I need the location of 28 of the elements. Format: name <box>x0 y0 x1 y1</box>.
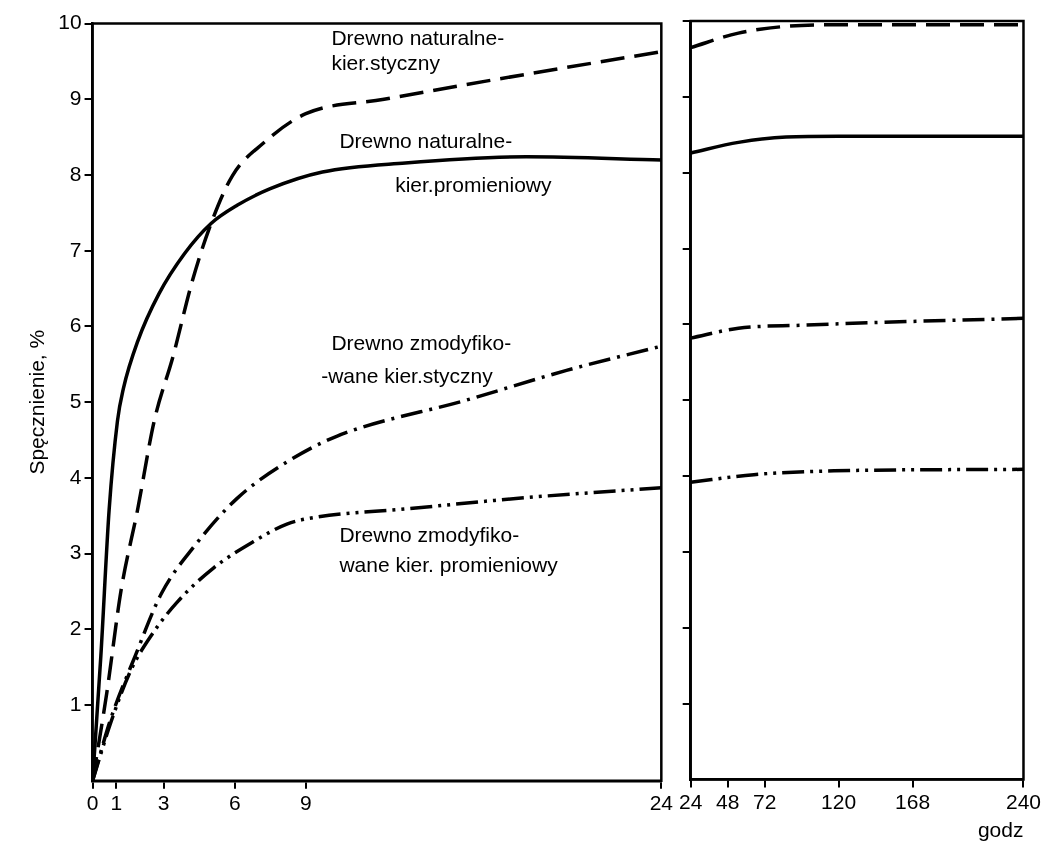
y-axis-title: Spęcznienie, % <box>25 329 49 475</box>
x-tick-label: 72 <box>752 790 777 813</box>
y-tick-label: 10 <box>58 10 82 34</box>
x-tick-label: 168 <box>895 790 931 813</box>
series-label: Drewno zmodyfiko- wane kier. promieniowy <box>338 523 559 576</box>
x-tick-label: 48 <box>715 790 740 813</box>
y-tick-label: 8 <box>69 161 82 185</box>
x-tick-label: 24 <box>679 790 703 813</box>
y-tick-label: 3 <box>69 540 82 564</box>
x-axis-title: godz <box>977 818 1024 842</box>
x-tick-label: 9 <box>300 791 312 815</box>
series-label: Drewno naturalne- kier.styczny <box>331 26 505 75</box>
x-tick-label: 0 <box>86 791 99 815</box>
y-tick-label: 5 <box>69 389 82 412</box>
y-tick-label: 6 <box>69 313 82 337</box>
x-tick-label: 1 <box>110 791 123 815</box>
y-tick-label: 1 <box>69 691 82 715</box>
series-label: Drewno naturalne- kier.promieniowy <box>339 128 553 197</box>
y-tick-label: 7 <box>69 237 82 261</box>
series-label: Drewno zmodyfiko- -wane kier.styczny <box>321 331 512 388</box>
y-tick-label: 2 <box>69 616 82 640</box>
x-tick-label: 6 <box>228 791 241 815</box>
x-tick-label: 240 <box>1005 790 1041 813</box>
y-tick-label: 4 <box>69 464 82 488</box>
x-tick-label: 24 <box>649 791 674 815</box>
x-tick-label: 120 <box>821 790 857 813</box>
y-tick-label: 9 <box>69 86 82 110</box>
x-tick-label: 3 <box>157 791 170 815</box>
